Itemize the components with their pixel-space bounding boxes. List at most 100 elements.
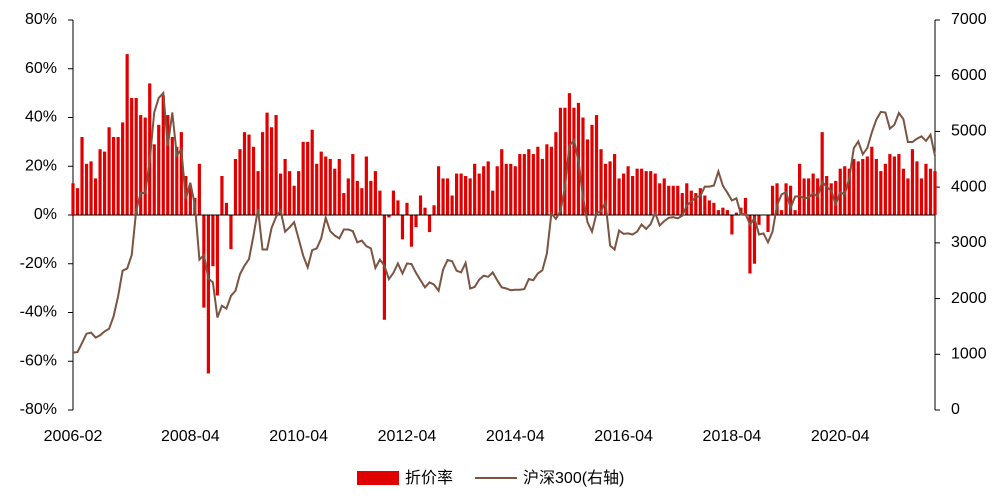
bar xyxy=(906,178,910,215)
x-tick-label: 2018-04 xyxy=(703,428,762,445)
y-tick-label: -20% xyxy=(20,255,57,272)
bar xyxy=(152,144,156,215)
bar xyxy=(297,171,301,215)
bar xyxy=(594,115,599,215)
bar xyxy=(355,180,359,215)
bar xyxy=(436,166,441,215)
bar xyxy=(292,185,296,215)
bar xyxy=(558,107,563,215)
bar xyxy=(247,134,251,215)
bar xyxy=(730,215,734,235)
bar xyxy=(427,215,432,233)
bar xyxy=(459,173,463,215)
x-tick-label: 2014-04 xyxy=(486,428,545,445)
bar xyxy=(405,202,409,215)
bar xyxy=(328,158,332,215)
bar xyxy=(319,151,323,215)
bar xyxy=(608,161,612,215)
y2-tick-label: 6000 xyxy=(951,67,987,84)
bar xyxy=(933,171,937,215)
bar xyxy=(423,207,427,215)
x-tick-label: 2020-04 xyxy=(811,428,870,445)
bar xyxy=(888,154,892,215)
bar xyxy=(910,149,915,215)
bar xyxy=(188,185,192,215)
bar xyxy=(468,178,472,215)
bar xyxy=(310,129,314,215)
legend-label: 沪深300(右轴) xyxy=(523,469,624,487)
bar xyxy=(788,185,793,215)
bar xyxy=(175,146,179,215)
y-tick-label: 80% xyxy=(25,11,57,28)
bar xyxy=(892,156,896,215)
bar xyxy=(757,215,761,225)
bar xyxy=(793,210,797,215)
bar xyxy=(139,115,143,215)
bar xyxy=(798,163,802,215)
bar xyxy=(391,190,396,215)
bar xyxy=(102,151,107,215)
bar xyxy=(482,166,486,215)
bar xyxy=(671,185,675,215)
bar xyxy=(414,215,418,228)
bar xyxy=(238,149,242,215)
bar xyxy=(360,188,364,215)
bar xyxy=(734,212,739,215)
bar xyxy=(585,139,590,215)
y-tick-label: 0% xyxy=(34,206,57,223)
x-tick-label: 2008-04 xyxy=(161,428,220,445)
bar xyxy=(464,176,468,215)
bar xyxy=(373,171,377,215)
bar xyxy=(166,115,170,215)
bar xyxy=(342,193,346,215)
bar xyxy=(676,185,680,215)
bar xyxy=(107,127,111,215)
bar xyxy=(441,178,445,215)
line xyxy=(72,90,936,354)
bar xyxy=(599,149,603,215)
bar xyxy=(396,200,400,215)
bar xyxy=(784,183,788,215)
bar xyxy=(540,158,544,215)
bar xyxy=(879,171,883,215)
bar xyxy=(148,83,152,215)
bar xyxy=(486,161,490,215)
bar xyxy=(224,202,229,215)
bar xyxy=(220,176,224,215)
bar xyxy=(897,154,901,215)
y-tick-label: 60% xyxy=(25,60,57,77)
bar xyxy=(563,107,567,215)
bar xyxy=(495,166,499,215)
bar xyxy=(703,195,707,215)
bar xyxy=(545,144,549,215)
bar xyxy=(143,117,147,215)
bar xyxy=(928,168,933,215)
bar xyxy=(98,149,102,215)
bar xyxy=(251,146,256,215)
bar xyxy=(197,163,201,215)
bar xyxy=(852,158,856,215)
bar xyxy=(504,163,508,215)
bar xyxy=(265,112,269,215)
bar xyxy=(170,137,174,215)
bar xyxy=(491,190,495,215)
bar xyxy=(324,156,328,215)
bar xyxy=(924,163,928,215)
bar xyxy=(527,149,531,215)
bar xyxy=(707,200,711,215)
y-tick-label: 40% xyxy=(25,109,57,126)
y2-tick-label: 7000 xyxy=(951,11,987,28)
bar xyxy=(865,156,869,215)
bar xyxy=(256,171,260,215)
bar xyxy=(301,141,305,215)
y-tick-label: -60% xyxy=(20,352,57,369)
bar xyxy=(400,215,405,240)
bar xyxy=(775,183,779,215)
bar xyxy=(752,215,757,264)
bar xyxy=(432,205,436,215)
bar xyxy=(315,163,319,215)
bar xyxy=(712,202,716,215)
bar xyxy=(409,215,414,247)
bar xyxy=(202,215,206,308)
bar xyxy=(870,146,874,215)
